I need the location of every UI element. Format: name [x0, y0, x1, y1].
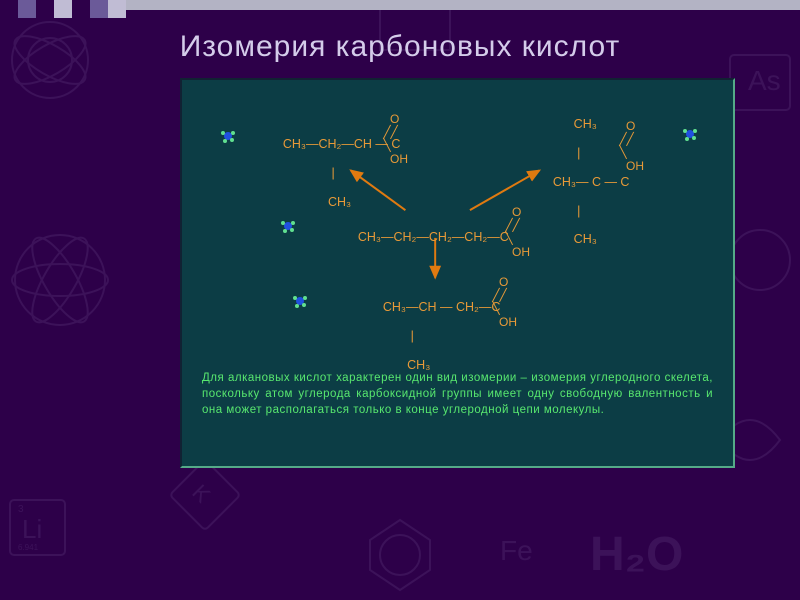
formula-line: CH₃—CH — CH₂—C [383, 300, 501, 314]
slide-title: Изомерия карбоновых кислот [0, 30, 800, 64]
molecule-3d-icon [292, 293, 308, 309]
svg-text:6.941: 6.941 [18, 543, 39, 552]
svg-text:H₂O: H₂O [590, 528, 683, 581]
formula-line: | [553, 204, 581, 218]
molecule-3d-icon [682, 126, 698, 142]
molecule-3d-icon [220, 128, 236, 144]
formula-line: CH₃ [553, 117, 597, 131]
content-panel: CH₃—CH₂—CH — C | CH₃ O ╱╱ ╲ OH CH₃ | CH₃… [180, 78, 735, 468]
header-square [90, 0, 108, 18]
svg-text:K: K [187, 479, 215, 507]
formula-line: | [283, 166, 335, 180]
formula-line: CH₃ [383, 358, 430, 372]
carboxyl-group: O ╱╱ ╲ OH [380, 113, 408, 166]
formula-line: CH₃ [553, 232, 597, 246]
header-square [18, 0, 36, 18]
formula-line: | [383, 329, 414, 343]
isomer-top-right: CH₃ | CH₃— C — C | CH₃ [532, 103, 629, 261]
svg-text:As: As [748, 65, 781, 96]
formula-line: CH₃—CH₂—CH₂—CH₂—C [358, 230, 509, 244]
svg-text:Fe: Fe [500, 535, 533, 566]
header-square [54, 0, 72, 18]
header-square [108, 0, 126, 18]
svg-text:3: 3 [18, 504, 24, 515]
formula-line: CH₃— C — C [553, 175, 630, 189]
isomer-bottom: CH₃—CH — CH₂—C | CH₃ [362, 286, 500, 387]
structures-area: CH₃—CH₂—CH — C | CH₃ O ╱╱ ╲ OH CH₃ | CH₃… [202, 98, 713, 358]
svg-text:Li: Li [22, 514, 42, 544]
header-square [0, 0, 18, 18]
header-square [36, 0, 54, 18]
formula-line: | [553, 146, 581, 160]
carboxyl-group: O ╱╱ ╲ OH [616, 120, 644, 173]
parent-compound: CH₃—CH₂—CH₂—CH₂—C [337, 216, 509, 259]
formula-line: CH₃ [283, 195, 351, 209]
carboxyl-group: O ╱╱ ╲ OH [502, 206, 530, 259]
header-square [72, 0, 90, 18]
header-squares [0, 0, 126, 18]
carboxyl-group: O ╱╱ ╲ OH [489, 276, 517, 329]
